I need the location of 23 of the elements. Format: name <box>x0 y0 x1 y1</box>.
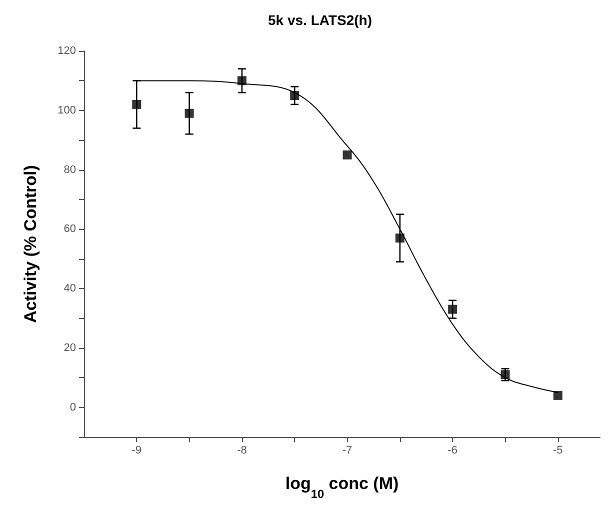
point <box>553 390 562 400</box>
point <box>290 91 300 100</box>
point <box>395 234 404 243</box>
y-tick-label: 60 <box>64 223 76 236</box>
point <box>342 150 352 160</box>
x-tick-label: -6 <box>448 444 458 456</box>
y-tick-label: 0 <box>70 401 76 414</box>
y-tick-label: 100 <box>58 104 76 116</box>
y-tick-label: 40 <box>64 282 76 295</box>
y-tick-label: 20 <box>64 342 76 354</box>
point <box>184 108 194 118</box>
y-axis-title: Activity (% Control) <box>21 165 40 323</box>
x-tick-label: -5 <box>552 444 563 456</box>
chart-title: 5k vs. LATS2(h) <box>268 12 372 28</box>
point <box>132 100 142 109</box>
point <box>237 76 246 86</box>
y-tick-label: 120 <box>58 45 76 57</box>
x-tick-label: -7 <box>342 444 352 456</box>
point <box>448 304 458 314</box>
x-tick-label: -9 <box>132 444 142 456</box>
x-tick-label: -8 <box>237 444 247 456</box>
point <box>500 370 510 380</box>
y-tick-label: 80 <box>64 164 76 176</box>
